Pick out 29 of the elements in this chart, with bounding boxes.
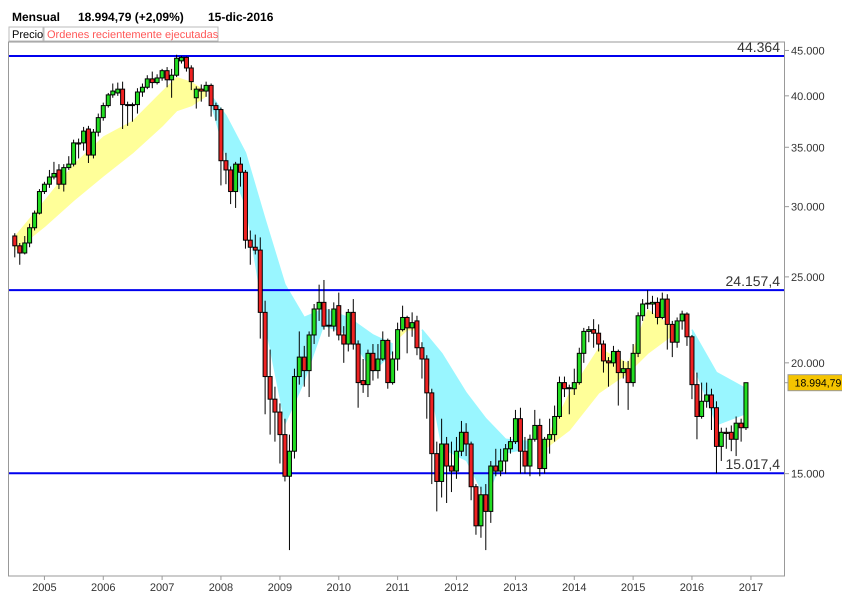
x-tick-label: 2016 [680, 582, 704, 594]
y-tick-label: 25.000 [791, 272, 825, 284]
y-tick-label: 20.000 [791, 358, 825, 370]
chart-title: Mensual [12, 10, 60, 24]
text: Precio [12, 29, 44, 41]
ref-line-label: 44.364 [737, 38, 780, 55]
y-tick-label: 40.000 [791, 90, 825, 103]
y-tick-label: 15.000 [791, 468, 825, 481]
y-tick-label: 45.000 [791, 45, 825, 58]
text: 15-dic-2016 [208, 10, 274, 24]
x-tick-label: 2017 [738, 582, 764, 594]
x-tick-label: 2014 [562, 582, 587, 594]
x-tick-label: 2005 [32, 582, 57, 594]
x-tick-label: 2013 [503, 582, 528, 594]
ref-line-label: 24.157,4 [726, 273, 780, 290]
y-tick-label: 35.000 [791, 142, 825, 154]
x-tick-label: 2015 [620, 582, 646, 594]
x-tick-label: 2006 [91, 582, 116, 594]
x-tick-label: 2011 [386, 582, 410, 594]
text: 18.994,79 (+2,09%) [78, 10, 184, 24]
y-tick-label: 30.000 [791, 202, 825, 214]
x-tick-label: 2007 [150, 582, 174, 594]
text: 18.994,79 [794, 378, 842, 390]
text: Ordenes recientemente ejecutadas [47, 29, 219, 41]
x-tick-label: 2009 [268, 582, 292, 594]
x-tick-label: 2012 [444, 582, 469, 594]
ref-line-label: 15.017,4 [726, 456, 780, 472]
x-tick-label: 2010 [326, 582, 352, 594]
x-tick-label: 2008 [208, 582, 234, 594]
